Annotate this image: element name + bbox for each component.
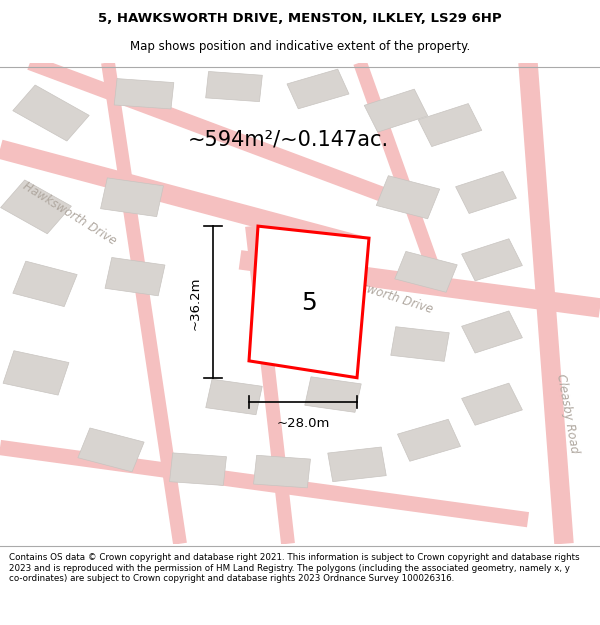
Text: Map shows position and indicative extent of the property.: Map shows position and indicative extent… [130,41,470,53]
Polygon shape [461,239,523,281]
Polygon shape [254,455,310,488]
Text: Hawksworth Drive: Hawksworth Drive [328,271,434,316]
Polygon shape [395,251,457,292]
Text: ~594m²/~0.147ac.: ~594m²/~0.147ac. [187,129,389,149]
Polygon shape [13,85,89,141]
Polygon shape [3,351,69,395]
Text: ~28.0m: ~28.0m [277,417,329,430]
Polygon shape [114,79,174,109]
Text: 5, HAWKSWORTH DRIVE, MENSTON, ILKLEY, LS29 6HP: 5, HAWKSWORTH DRIVE, MENSTON, ILKLEY, LS… [98,12,502,25]
Polygon shape [397,419,461,461]
Text: 5: 5 [301,291,317,315]
Polygon shape [305,377,361,412]
Text: Cleasby Road: Cleasby Road [554,373,580,454]
Text: Hawksworth Drive: Hawksworth Drive [20,180,119,248]
Text: ~36.2m: ~36.2m [188,276,202,330]
Polygon shape [13,261,77,307]
Polygon shape [328,447,386,482]
Polygon shape [461,311,523,353]
Polygon shape [78,428,144,472]
Polygon shape [391,327,449,361]
Polygon shape [206,379,262,415]
Polygon shape [105,258,165,296]
Polygon shape [170,453,226,486]
Polygon shape [249,226,369,378]
Text: Contains OS data © Crown copyright and database right 2021. This information is : Contains OS data © Crown copyright and d… [9,554,580,583]
Polygon shape [206,71,262,102]
Polygon shape [376,176,440,219]
Polygon shape [1,180,71,234]
Polygon shape [455,171,517,214]
Polygon shape [364,89,428,132]
Polygon shape [287,69,349,109]
Polygon shape [461,383,523,425]
Polygon shape [101,178,163,217]
Polygon shape [418,104,482,146]
